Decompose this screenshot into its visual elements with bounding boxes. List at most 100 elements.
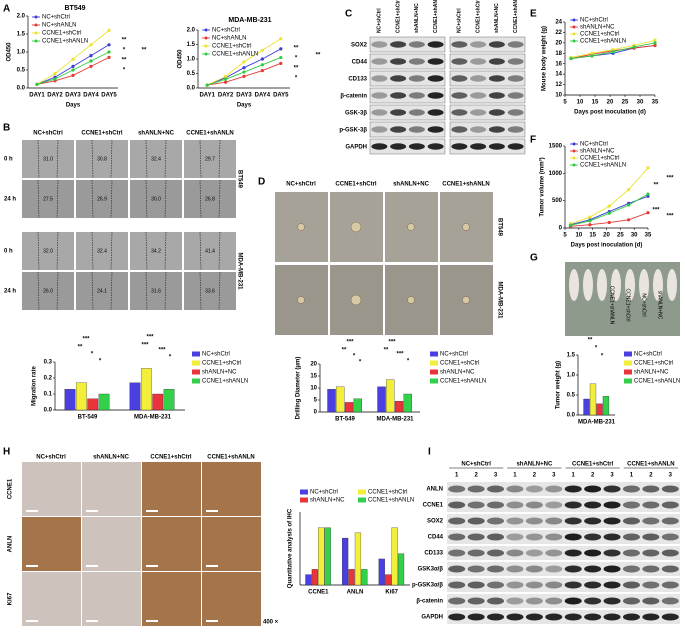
significance: *** [141,343,149,349]
wound-edge [145,231,148,271]
blot-band [622,533,640,541]
x-tick-label: DAY5 [273,93,289,99]
mouse [569,269,579,301]
significance: * [123,68,126,74]
wound-edge [91,139,94,179]
significance: * [295,56,298,62]
legend-label: CCNE1+shANLN [440,379,486,385]
blot-band [487,613,505,621]
magnification: 400 × [263,620,279,626]
y-axis-label: Drilling Diameter (μm) [296,357,302,420]
data-point [588,223,592,227]
protein-label: CD133 [424,551,443,557]
data-point [588,215,592,219]
mouse [625,269,635,301]
y-tick-label: 0.1 [44,392,53,398]
blot-band [661,533,679,541]
blot-band [642,613,660,621]
significance: *** [666,214,674,220]
legend-swatch [572,39,576,43]
y-axis-label: Tumor weight (g) [556,361,562,409]
blot-band [451,41,468,48]
legend-swatch [192,360,200,366]
y-tick-label: 0.3 [44,360,53,366]
y-tick-label: 1.0 [187,57,196,63]
data-point [260,63,264,67]
blot-band [470,58,487,65]
mouse [667,269,677,301]
blot-band [448,565,466,573]
blot-band [525,597,543,605]
ihc-image [82,572,141,626]
y-tick-label: 0.0 [187,86,196,92]
y-tick-label: 20 [555,40,562,46]
data-point [242,66,246,70]
legend-swatch [430,360,438,366]
blot-strip [369,70,446,87]
bar [344,402,354,413]
scale-bar [206,620,218,622]
blot-strip [447,514,680,528]
blot-band [506,565,524,573]
y-axis-label: OD450 [178,49,184,69]
significance: * [407,359,410,365]
data-point [224,74,228,78]
sphere [462,296,470,304]
x-tick-label: DAY2 [218,93,234,99]
blot-band [451,58,468,65]
panel-letter: E [530,9,537,20]
blot-strip [369,36,446,53]
x-tick-label: DAY4 [83,93,99,99]
column-label: shANLN+NC [393,182,430,188]
y-tick-label: 0.5 [187,71,196,77]
blot-band [470,75,487,82]
x-tick-label: DAY4 [255,93,271,99]
wound-edge [91,179,94,219]
y-tick-label: 0 [314,410,318,416]
lane-label: CCNE1+shCtrl [395,0,401,33]
blot-band [603,565,621,573]
legend-label: CCNE1+shANLN [580,163,626,169]
wound-edge [37,271,40,311]
legend-swatch [430,369,438,375]
legend-label: NC+shCtrl [310,490,338,496]
x-tick-label: 35 [652,100,659,106]
sphere [407,223,415,231]
legend-swatch [204,36,208,40]
legend-swatch [358,489,366,495]
y-tick-label: 15 [310,374,317,380]
panel-letter: D [258,177,265,188]
data-point [242,74,246,78]
x-tick-label: 15 [592,100,599,106]
x-tick-label: DAY2 [47,93,63,99]
y-tick-label: 1500 [549,144,563,150]
blot-band [603,581,621,589]
y-tick-label: 18 [555,51,562,57]
wound-width: 32.4 [151,156,161,162]
y-tick-label: 0.0 [567,413,576,419]
bar [391,527,398,586]
blot-band [564,565,582,573]
legend-swatch [34,31,38,35]
wound-width: 32.0 [43,248,53,254]
legend-swatch [34,15,38,19]
y-tick-label: 0.5 [17,68,26,74]
y-tick-label: 1.5 [17,32,26,38]
group-label: shANLN+NC [516,462,553,468]
blot-band [371,75,388,82]
bar [311,569,318,586]
lane-number: 2 [533,473,537,479]
blot-band [603,597,621,605]
wound-width: 41.4 [205,248,215,254]
blot-band [545,581,563,589]
blot-band [603,613,621,621]
y-tick-label: 16 [555,61,562,67]
blot-band [408,143,425,150]
blot-band [525,501,543,509]
legend-swatch [430,378,438,384]
significance: *** [666,176,674,182]
blot-band [470,92,487,99]
data-point [71,57,75,61]
blot-band [427,92,444,99]
data-point [260,69,264,73]
